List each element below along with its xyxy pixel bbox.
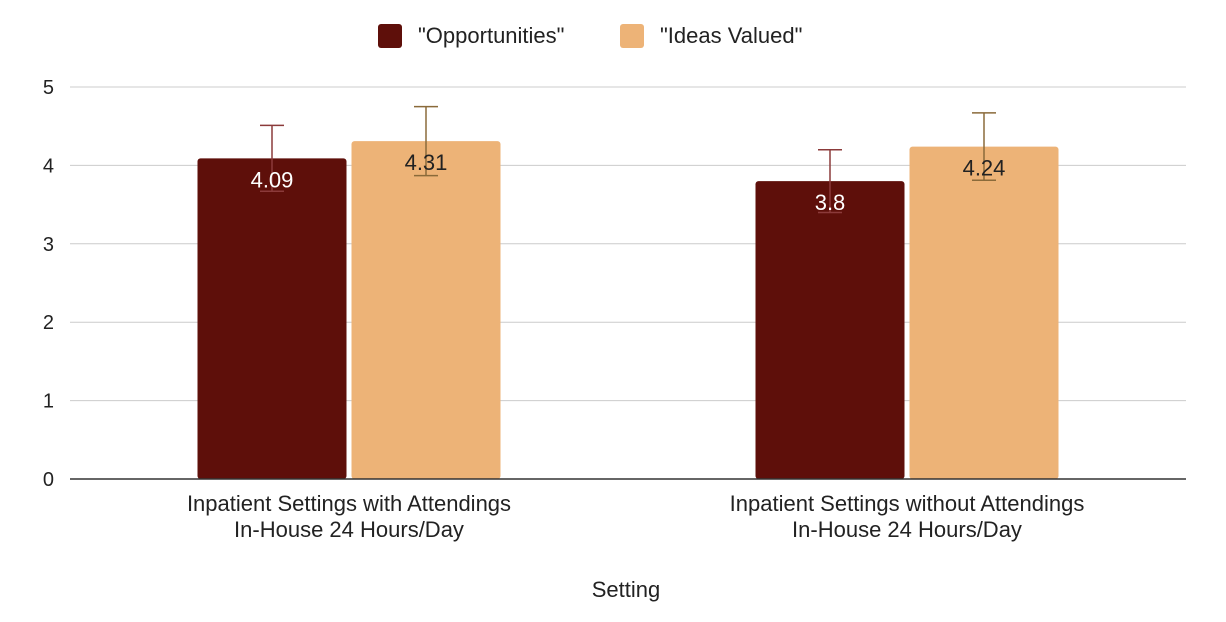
y-tick-label: 2 — [43, 312, 54, 334]
y-tick-label: 5 — [43, 77, 54, 99]
y-tick-label: 1 — [43, 391, 54, 413]
data-label: 4.31 — [405, 150, 448, 175]
legend: "Opportunities" "Ideas Valued" — [378, 23, 802, 48]
y-tick-label: 0 — [43, 469, 54, 491]
y-axis-ticks: 0 1 2 3 4 5 — [43, 77, 54, 491]
data-label: 4.24 — [963, 156, 1006, 181]
legend-swatch — [378, 24, 402, 48]
x-category-label: In-House 24 Hours/Day — [792, 517, 1022, 542]
legend-swatch — [620, 24, 644, 48]
y-tick-label: 4 — [43, 155, 54, 177]
x-category-label: In-House 24 Hours/Day — [234, 517, 464, 542]
x-category-label: Inpatient Settings with Attendings — [187, 491, 511, 516]
legend-label: "Ideas Valued" — [660, 23, 802, 48]
x-axis-categories: Inpatient Settings with AttendingsIn-Hou… — [187, 491, 1084, 542]
legend-label: "Opportunities" — [418, 23, 564, 48]
x-category-label: Inpatient Settings without Attendings — [730, 491, 1085, 516]
bar — [351, 141, 501, 479]
bar — [755, 181, 905, 479]
data-labels: 4.09 4.31 3.8 4.24 — [251, 150, 1006, 215]
error-bars — [260, 105, 996, 214]
bars — [197, 141, 1059, 480]
bar — [909, 146, 1059, 480]
y-tick-label: 3 — [43, 234, 54, 256]
bar — [197, 158, 347, 479]
data-label: 4.09 — [251, 167, 294, 192]
x-axis-title: Setting — [592, 577, 661, 602]
data-label: 3.8 — [815, 190, 846, 215]
